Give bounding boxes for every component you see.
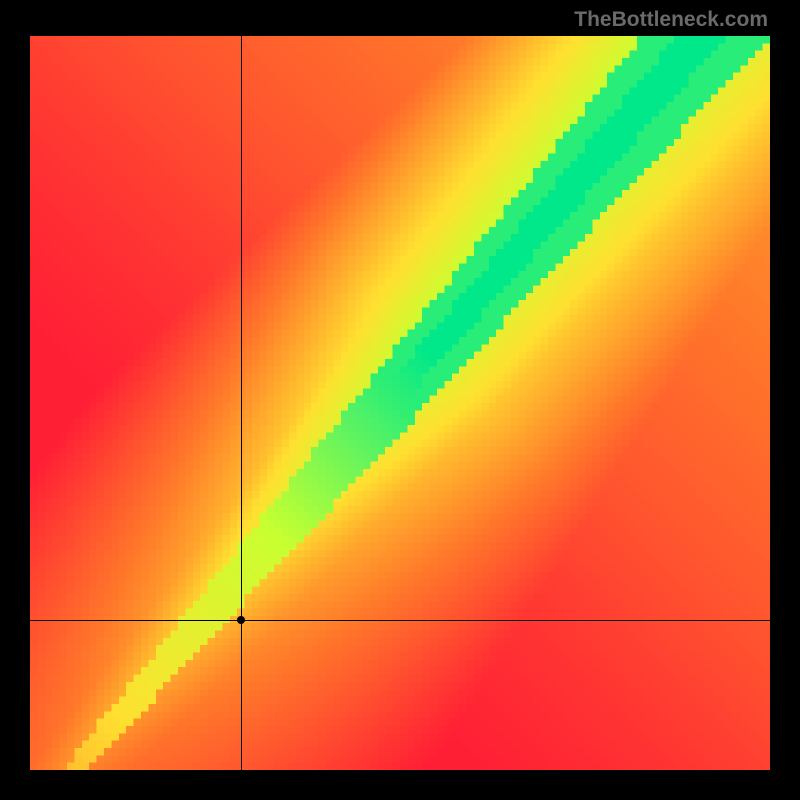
chart-container: TheBottleneck.com [0, 0, 800, 800]
watermark-text: TheBottleneck.com [574, 8, 768, 32]
crosshair-vertical [241, 36, 242, 770]
bottleneck-heatmap [30, 36, 770, 770]
crosshair-marker [237, 616, 245, 624]
crosshair-horizontal [30, 620, 770, 621]
